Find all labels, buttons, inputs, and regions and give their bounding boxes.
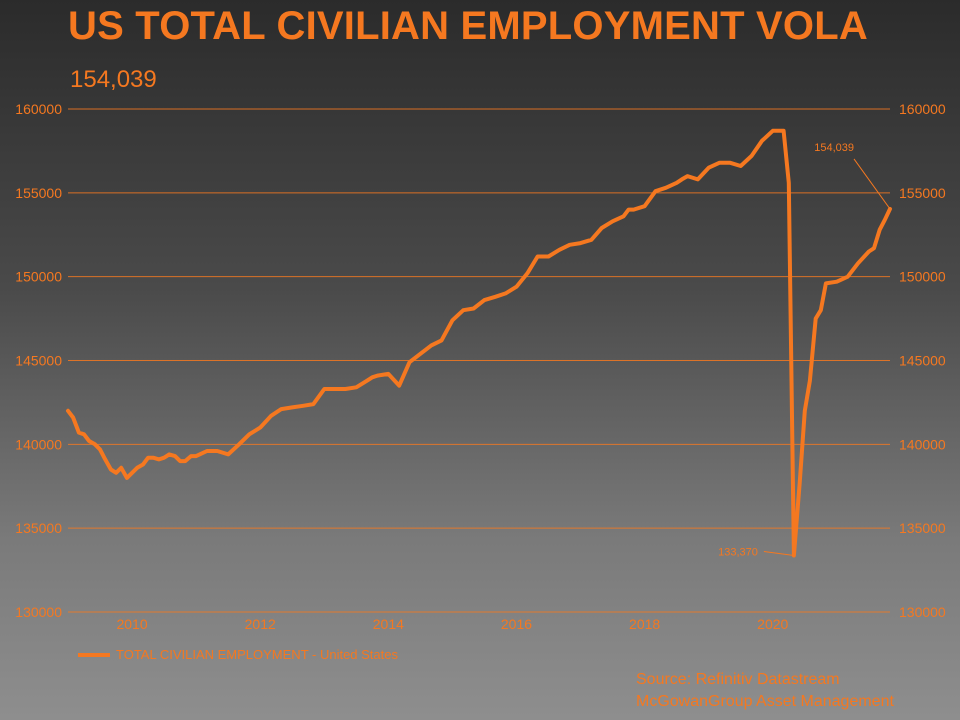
y-tick-label-left: 135000 — [15, 520, 62, 536]
y-tick-label-right: 130000 — [899, 604, 946, 620]
source-note: Source: Refinitiv Datastream McGowanGrou… — [636, 669, 894, 713]
y-tick-label-right: 135000 — [899, 520, 946, 536]
x-tick-label: 2018 — [629, 616, 660, 632]
annotation-label: 133,370 — [718, 546, 758, 558]
source-line-2: McGowanGroup Asset Management — [636, 693, 894, 710]
source-line-1: Source: Refinitiv Datastream — [636, 671, 840, 688]
y-tick-label-left: 155000 — [15, 185, 62, 201]
annotation-leader — [853, 158, 891, 210]
latest-value: 154,039 — [70, 66, 157, 93]
y-tick-label-right: 155000 — [899, 185, 946, 201]
y-tick-label-left: 145000 — [15, 353, 62, 369]
y-tick-label-left: 140000 — [15, 436, 62, 452]
x-tick-label: 2016 — [501, 616, 532, 632]
y-tick-label-right: 140000 — [899, 436, 946, 452]
y-tick-label-left: 160000 — [15, 101, 62, 117]
series-line — [66, 128, 892, 558]
x-tick-label: 2010 — [116, 616, 147, 632]
y-tick-label-right: 145000 — [899, 353, 946, 369]
legend: TOTAL CIVILIAN EMPLOYMENT - United State… — [78, 647, 398, 662]
y-tick-label-left: 130000 — [15, 604, 62, 620]
x-tick-label: 2020 — [757, 616, 788, 632]
y-tick-label-right: 160000 — [899, 101, 946, 117]
x-tick-label: 2014 — [373, 616, 404, 632]
chart-title: US TOTAL CIVILIAN EMPLOYMENT VOLA — [68, 4, 868, 48]
annotation-label: 154,039 — [814, 142, 854, 154]
y-tick-label-right: 150000 — [899, 269, 946, 285]
legend-line-swatch — [78, 652, 110, 657]
y-tick-label-left: 150000 — [15, 269, 62, 285]
legend-label: TOTAL CIVILIAN EMPLOYMENT - United State… — [116, 647, 398, 662]
annotation-leader — [763, 551, 794, 556]
x-tick-label: 2012 — [245, 616, 276, 632]
